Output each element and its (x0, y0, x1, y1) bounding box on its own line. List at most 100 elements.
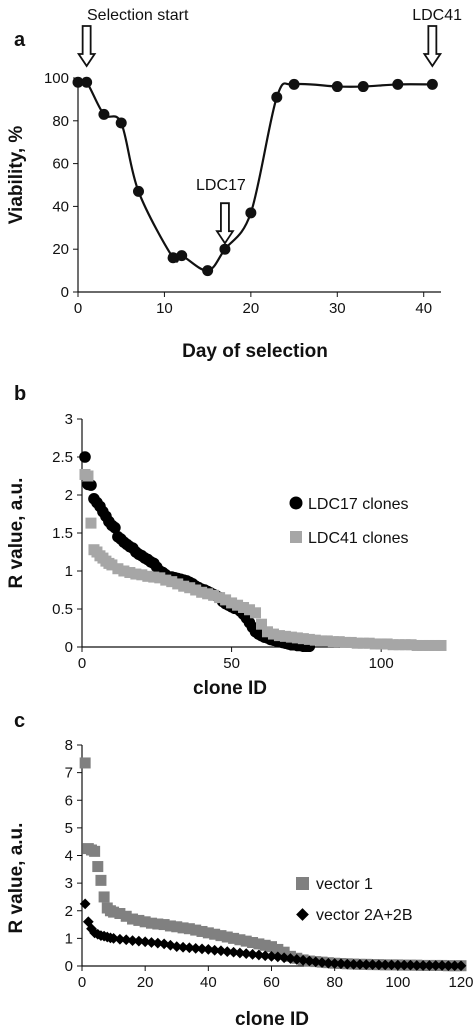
panel-c-series-vector-1-point-10 (108, 906, 120, 918)
panel-b-label: b (14, 383, 26, 405)
panel-c-y-tick-label-4: 4 (65, 848, 73, 865)
panel-b-series-ldc17-clones-point-1 (79, 451, 91, 463)
panel-b-x-tick-label-100: 100 (369, 655, 394, 672)
panel-b-chart: b R value, a.u. clone ID 0 0.5 1 1.5 2 2.5 3 0 5… (6, 383, 447, 699)
panel-c-x-tick-label-60: 60 (263, 974, 280, 991)
panel-c-series-vector-2a-2b-point-18 (133, 935, 145, 947)
panel-b-series-ldc41-clones-point-110 (405, 639, 417, 651)
panel-c-legend: vector 1 vector 2A+2B (296, 876, 413, 924)
panel-a-series-1-point-7 (133, 185, 144, 197)
annotation-label-selection-start: Selection start (87, 7, 189, 24)
panel-c-series-vector-1-point-12 (114, 908, 126, 920)
panel-a-y-axis-title: Viability, % (6, 126, 27, 225)
panel-c-series-vector-2a-2b-point-34 (184, 942, 195, 954)
panel-a-series-1-point-17 (219, 243, 231, 255)
panel-c-series-vector-1-point-64 (278, 946, 290, 958)
panel-b-series-ldc41-clones-point-48 (220, 594, 232, 606)
panel-c-series-vector-2a-2b-point-48 (228, 946, 239, 958)
panel-a-series-1-point-33 (357, 81, 369, 93)
panel-c-series-vector-2a-2b-point-96 (379, 959, 391, 971)
panel-c-series-vector-1-point-44 (215, 930, 227, 942)
panel-b-x-tick-label-0: 0 (78, 655, 86, 672)
panel-c-series-vector-1-point-48 (228, 932, 240, 944)
panel-c-series-vector-1-point-42 (209, 928, 221, 940)
panel-b-series-ldc41-clones-point-24 (148, 571, 160, 583)
panel-c-series-vector-2a-2b-point-38 (196, 943, 208, 955)
panel-c-series-vector-1-point-56 (253, 938, 265, 950)
panel-b-series-ldc41-clones-point-88 (339, 636, 351, 648)
panel-b-series-ldc41-clones-point-32 (172, 578, 184, 590)
annotation-label-ldc17: LDC17 (196, 177, 246, 194)
panel-a-x-tick-label-20: 20 (243, 300, 260, 317)
panel-b-series-ldc41-clones-point-82 (321, 635, 333, 647)
panel-c-series-vector-1-point-5 (92, 861, 104, 873)
panel-c-series-vector-1-point-32 (177, 922, 189, 934)
panel-b-series-ldc41-clones-point-70 (285, 631, 297, 643)
panel-c-y-tick-label-6: 6 (65, 792, 73, 809)
panel-a-x-tick-label-10: 10 (156, 300, 173, 317)
panel-b-series-ldc41-clones-point-118 (429, 639, 441, 651)
panel-c-series-vector-1-point-24 (152, 918, 164, 930)
panel-a-chart: a Viability, % Day of selection 0 20 40 60 8… (6, 7, 462, 362)
panel-b-series-ldc41-clones-point-14 (118, 565, 130, 577)
panel-c-series-vector-1-point-6 (95, 874, 107, 886)
panel-b-series-ldc41-clones-point-60 (256, 618, 267, 630)
panel-b-series-ldc41-clones-point-100 (375, 638, 387, 650)
panel-c-series-vector-1-point-20 (139, 916, 151, 928)
panel-c-y-tick-label-0: 0 (65, 958, 73, 975)
annotation-arrow-ldc17 (215, 202, 235, 245)
panel-c-x-tick-label-0: 0 (78, 974, 86, 991)
panel-b-series-ldc41-clones-point-34 (178, 580, 190, 592)
panel-b-series-ldc41-clones-point-64 (267, 628, 279, 640)
panel-c-y-tick-label-7: 7 (65, 765, 73, 782)
panel-c-x-tick-label-40: 40 (200, 974, 217, 991)
panel-b-series-ldc41-clones-point-3 (85, 517, 97, 529)
panel-c-y-tick-label-1: 1 (65, 930, 73, 947)
panel-c-series-vector-1-point-16 (127, 913, 139, 925)
panel-b-series-ldc41-clones-point-26 (154, 572, 166, 584)
panel-c-series-vector-2a-2b-point-98 (386, 959, 397, 971)
panel-c-y-tick-label-5: 5 (65, 820, 73, 837)
panel-b-y-tick-label-2-5: 2.5 (52, 449, 73, 466)
panel-b-series-ldc41-clones-point-74 (297, 633, 309, 645)
panel-b-series-ldc41-clones-point-16 (124, 567, 136, 579)
panel-c-series-vector-1-point-52 (240, 935, 252, 947)
panel-a-series-1-point-15 (202, 265, 214, 277)
panel-c-series-vector-1-point-28 (164, 920, 176, 932)
panel-c-series-vector-2a-2b-point-90 (360, 959, 372, 970)
panel-b-series-ldc41-clones-point-90 (345, 636, 357, 648)
panel-a-x-tick-label-30: 30 (329, 300, 346, 317)
panel-c-series-vector-1-point-40 (202, 927, 214, 939)
panel-c-series-vector-2a-2b-point-92 (367, 959, 378, 970)
panel-a-series-1-point-25 (288, 78, 300, 90)
panel-b-series-ldc41-clones-point-58 (250, 607, 262, 619)
panel-a-series-1-line (77, 78, 433, 272)
panel-b-y-tick-label-3: 3 (65, 411, 73, 428)
panel-b-series-ldc41-clones-point-22 (142, 570, 154, 582)
panel-c-series-vector-1-point-1 (79, 757, 91, 769)
panel-b-y-tick-label-1-5: 1.5 (52, 525, 73, 542)
panel-c-series-vector-1-point-62 (272, 943, 284, 955)
panel-b-series-ldc41-clones-point-104 (387, 639, 399, 651)
panel-a-series-1-point-5 (115, 117, 127, 129)
panel-b-y-axis-title: R value, a.u. (6, 478, 27, 589)
panel-c-series-vector-1-point-26 (158, 919, 170, 931)
panel-c-x-axis-title: clone ID (235, 1009, 309, 1030)
panel-c-series-vector-1-point-14 (120, 910, 132, 922)
panel-b-series-ldc17-clones-point-11 (109, 521, 121, 534)
panel-c-series-vector-2a-2b-point-46 (221, 946, 233, 958)
panel-b-y-tick-label-2: 2 (65, 487, 73, 504)
legend-label-vector-2a-2b: vector 2A+2B (316, 907, 413, 924)
panel-c-series-vector-1-point-50 (234, 934, 246, 946)
panel-b-series-ldc41-clones-point-76 (303, 633, 315, 645)
panel-c-x-tick-label-20: 20 (137, 974, 154, 991)
panel-c-series-vector-1-point-22 (145, 917, 157, 929)
legend-label-vector-1: vector 1 (316, 876, 373, 893)
panel-b-series-ldc41-clones-point-106 (393, 639, 405, 651)
panel-c-label: c (14, 710, 25, 732)
panel-c-y-tick-label-2: 2 (65, 903, 73, 920)
panel-c-series-vector-2a-2b-point-44 (215, 945, 227, 957)
panel-b-series-ldc41-clones-point-112 (411, 639, 423, 651)
panel-c-series-vector-2a-2b-point-56 (253, 949, 265, 961)
